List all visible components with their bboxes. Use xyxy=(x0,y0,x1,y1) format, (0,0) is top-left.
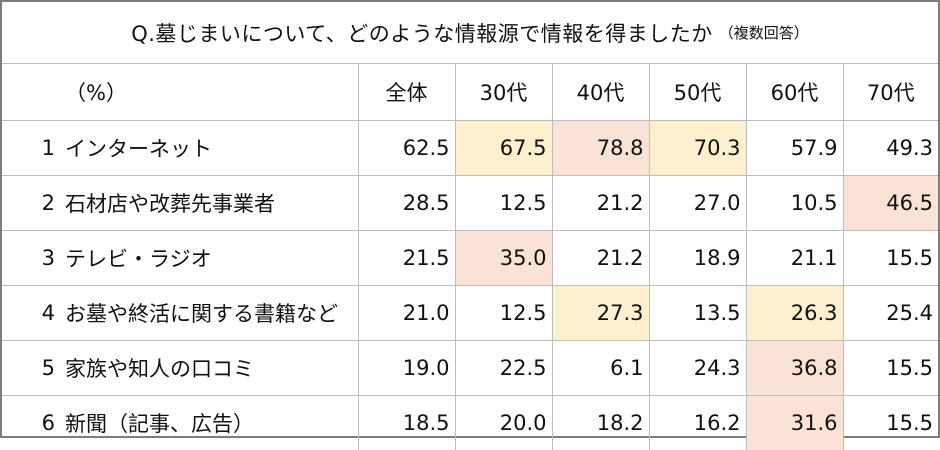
row-label: 石材店や改葬先事業者 xyxy=(60,174,359,231)
value-cell: 35.0 xyxy=(454,229,553,286)
value-cell: 15.5 xyxy=(842,394,938,450)
header-40s: 40代 xyxy=(551,64,650,121)
value-cell: 57.9 xyxy=(745,119,844,176)
row-label: 新聞（記事、広告） xyxy=(60,394,359,450)
value-cell: 49.3 xyxy=(842,119,938,176)
table-row: 3 テレビ・ラジオ 21.5 35.0 21.2 18.9 21.1 15.5 xyxy=(2,229,938,286)
header-60s: 60代 xyxy=(745,64,844,121)
row-label: 家族や知人の口コミ xyxy=(60,339,359,396)
value-cell: 21.2 xyxy=(551,174,650,231)
value-cell: 36.8 xyxy=(745,339,844,396)
value-cell: 15.5 xyxy=(842,339,938,396)
value-cell: 21.2 xyxy=(551,229,650,286)
value-cell: 26.3 xyxy=(745,284,844,341)
value-cell: 62.5 xyxy=(357,119,456,176)
row-label: テレビ・ラジオ xyxy=(60,229,359,286)
table-row: 5 家族や知人の口コミ 19.0 22.5 6.1 24.3 36.8 15.5 xyxy=(2,339,938,396)
value-cell: 67.5 xyxy=(454,119,553,176)
value-cell: 18.2 xyxy=(551,394,650,450)
value-cell: 18.5 xyxy=(357,394,456,450)
value-cell: 12.5 xyxy=(454,284,553,341)
row-number: 4 xyxy=(2,284,60,341)
header-30s: 30代 xyxy=(454,64,553,121)
row-number: 3 xyxy=(2,229,60,286)
survey-results-table: （%） 全体 30代 40代 50代 60代 70代 1 インターネット 62.5 6… xyxy=(2,64,938,450)
row-label: お墓や終活に関する書籍など xyxy=(60,284,359,341)
value-cell: 70.3 xyxy=(648,119,747,176)
value-cell: 27.3 xyxy=(551,284,650,341)
value-cell: 12.5 xyxy=(454,174,553,231)
header-num-cell xyxy=(2,64,60,121)
value-cell: 24.3 xyxy=(648,339,747,396)
table-title-row: Q.墓じまいについて、どのような情報源で情報を得ましたか （複数回答） xyxy=(2,2,938,64)
value-cell: 27.0 xyxy=(648,174,747,231)
header-total: 全体 xyxy=(357,64,456,121)
row-number: 2 xyxy=(2,174,60,231)
header-50s: 50代 xyxy=(648,64,747,121)
value-cell: 46.5 xyxy=(842,174,938,231)
value-cell: 16.2 xyxy=(648,394,747,450)
value-cell: 15.5 xyxy=(842,229,938,286)
value-cell: 6.1 xyxy=(551,339,650,396)
table-row: 6 新聞（記事、広告） 18.5 20.0 18.2 16.2 31.6 15.5 xyxy=(2,394,938,450)
row-number: 5 xyxy=(2,339,60,396)
value-cell: 31.6 xyxy=(745,394,844,450)
row-number: 6 xyxy=(2,394,60,450)
row-label: インターネット xyxy=(60,119,359,176)
value-cell: 21.1 xyxy=(745,229,844,286)
value-cell: 19.0 xyxy=(357,339,456,396)
value-cell: 21.5 xyxy=(357,229,456,286)
question-title: Q.墓じまいについて、どのような情報源で情報を得ましたか xyxy=(131,21,713,46)
value-cell: 22.5 xyxy=(454,339,553,396)
value-cell: 18.9 xyxy=(648,229,747,286)
multiple-answer-note: （複数回答） xyxy=(718,24,809,42)
value-cell: 21.0 xyxy=(357,284,456,341)
header-70s: 70代 xyxy=(842,64,938,121)
value-cell: 10.5 xyxy=(745,174,844,231)
table-row: 1 インターネット 62.5 67.5 78.8 70.3 57.9 49.3 xyxy=(2,119,938,176)
value-cell: 20.0 xyxy=(454,394,553,450)
row-number: 1 xyxy=(2,119,60,176)
value-cell: 13.5 xyxy=(648,284,747,341)
unit-label: （%） xyxy=(60,64,359,121)
value-cell: 25.4 xyxy=(842,284,938,341)
value-cell: 28.5 xyxy=(357,174,456,231)
table-row: 4 お墓や終活に関する書籍など 21.0 12.5 27.3 13.5 26.3 25.4 xyxy=(2,284,938,341)
header-row: （%） 全体 30代 40代 50代 60代 70代 xyxy=(2,64,938,121)
value-cell: 78.8 xyxy=(551,119,650,176)
table-row: 2 石材店や改葬先事業者 28.5 12.5 21.2 27.0 10.5 46.5 xyxy=(2,174,938,231)
